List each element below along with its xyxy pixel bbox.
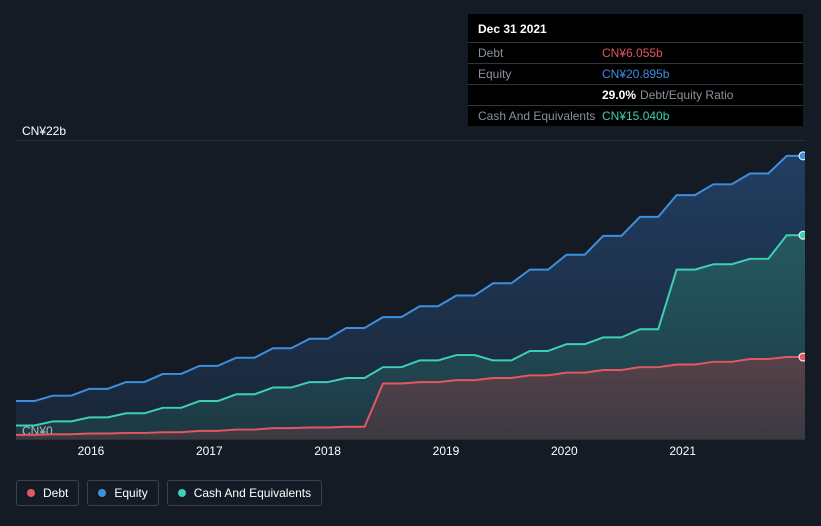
x-axis: 2016 2017 2018 2019 2020 2021 [16, 444, 805, 462]
legend-dot-icon [27, 489, 35, 497]
legend-dot-icon [178, 489, 186, 497]
tooltip-value: 29.0% Debt/Equity Ratio [602, 88, 793, 102]
legend-label: Cash And Equivalents [194, 486, 311, 500]
y-axis-max-label: CN¥22b [22, 124, 66, 138]
chart-svg [16, 141, 805, 439]
x-tick-label: 2019 [416, 444, 476, 458]
x-tick-label: 2017 [179, 444, 239, 458]
legend-dot-icon [98, 489, 106, 497]
x-tick-label: 2020 [534, 444, 594, 458]
tooltip-value: CN¥6.055b [602, 46, 793, 60]
chart-plot-area[interactable] [16, 140, 805, 440]
x-tick-label: 2021 [653, 444, 713, 458]
tooltip-label: Cash And Equivalents [478, 109, 602, 123]
legend-item-debt[interactable]: Debt [16, 480, 79, 506]
tooltip-row-ratio: 29.0% Debt/Equity Ratio [468, 84, 803, 105]
tooltip-row-cash: Cash And Equivalents CN¥15.040b [468, 105, 803, 126]
legend-item-equity[interactable]: Equity [87, 480, 158, 506]
tooltip-value: CN¥20.895b [602, 67, 793, 81]
tooltip-label: Debt [478, 46, 602, 60]
legend-item-cash[interactable]: Cash And Equivalents [167, 480, 322, 506]
chart-tooltip: Dec 31 2021 Debt CN¥6.055b Equity CN¥20.… [468, 14, 803, 126]
tooltip-value: CN¥15.040b [602, 109, 793, 123]
legend-label: Equity [114, 486, 147, 500]
ratio-label: Debt/Equity Ratio [640, 88, 733, 102]
ratio-pct: 29.0% [602, 88, 636, 102]
tooltip-row-equity: Equity CN¥20.895b [468, 63, 803, 84]
legend-label: Debt [43, 486, 68, 500]
x-tick-label: 2018 [298, 444, 358, 458]
legend: Debt Equity Cash And Equivalents [16, 480, 322, 506]
tooltip-date: Dec 31 2021 [468, 18, 803, 42]
x-tick-label: 2016 [61, 444, 121, 458]
tooltip-row-debt: Debt CN¥6.055b [468, 42, 803, 63]
tooltip-label [478, 88, 602, 102]
tooltip-label: Equity [478, 67, 602, 81]
